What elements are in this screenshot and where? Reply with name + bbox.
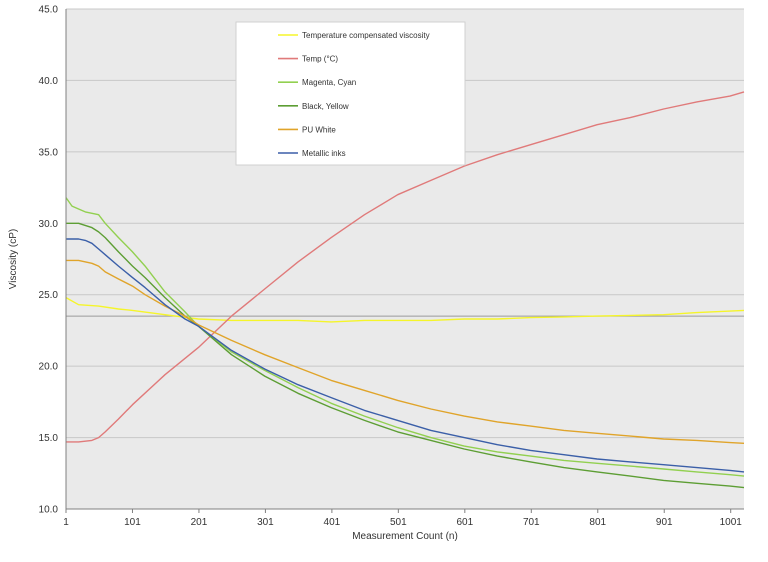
series-line-1 xyxy=(66,91,745,443)
x-tick-label: 701 xyxy=(523,517,540,528)
x-tick-label: 201 xyxy=(191,517,208,528)
y-tick-label: 20.0 xyxy=(39,362,59,373)
legend-label: Temperature compensated viscosity xyxy=(302,31,430,40)
legend-label: PU White xyxy=(302,125,336,134)
y-axis-title: Viscosity (cP) xyxy=(8,229,19,289)
x-tick-label: 901 xyxy=(656,517,673,528)
legend: Temperature compensated viscosity Temp (°… xyxy=(235,21,466,166)
legend-box xyxy=(235,21,466,166)
x-tick-label: 601 xyxy=(456,517,473,528)
y-tick-label: 35.0 xyxy=(39,147,59,158)
axes: 10.0 15.0 20.0 25.0 30.0 35.0 40.0 45.0 1 101 201 3… xyxy=(39,5,744,528)
y-tick-label: 40.0 xyxy=(39,76,59,87)
y-tick-label: 10.0 xyxy=(39,505,59,516)
x-tick-label: 101 xyxy=(124,517,141,528)
series-line-3 xyxy=(66,222,745,489)
legend-label: Temp (°C) xyxy=(302,55,338,64)
series-lines xyxy=(65,91,745,489)
x-axis-title: Measurement Count (n) xyxy=(352,531,458,542)
y-tick-label: 25.0 xyxy=(39,290,59,301)
x-tick-label: 401 xyxy=(324,517,341,528)
x-tick-label: 301 xyxy=(257,517,274,528)
series-line-4 xyxy=(66,259,745,444)
legend-label: Magenta, Cyan xyxy=(302,78,356,87)
series-line-0 xyxy=(65,296,745,323)
series-line-2 xyxy=(65,197,745,477)
series-line-5 xyxy=(66,238,745,473)
y-tick-label: 45.0 xyxy=(39,5,59,16)
x-tick-label: 801 xyxy=(589,517,606,528)
x-tick-label: 501 xyxy=(390,517,407,528)
x-tick-label: 1001 xyxy=(720,517,743,528)
legend-label: Black, Yellow xyxy=(302,102,349,111)
x-tick-label: 1 xyxy=(63,517,69,528)
y-tick-label: 30.0 xyxy=(39,219,59,230)
legend-label: Metallic inks xyxy=(302,149,346,158)
y-tick-label: 15.0 xyxy=(39,433,59,444)
